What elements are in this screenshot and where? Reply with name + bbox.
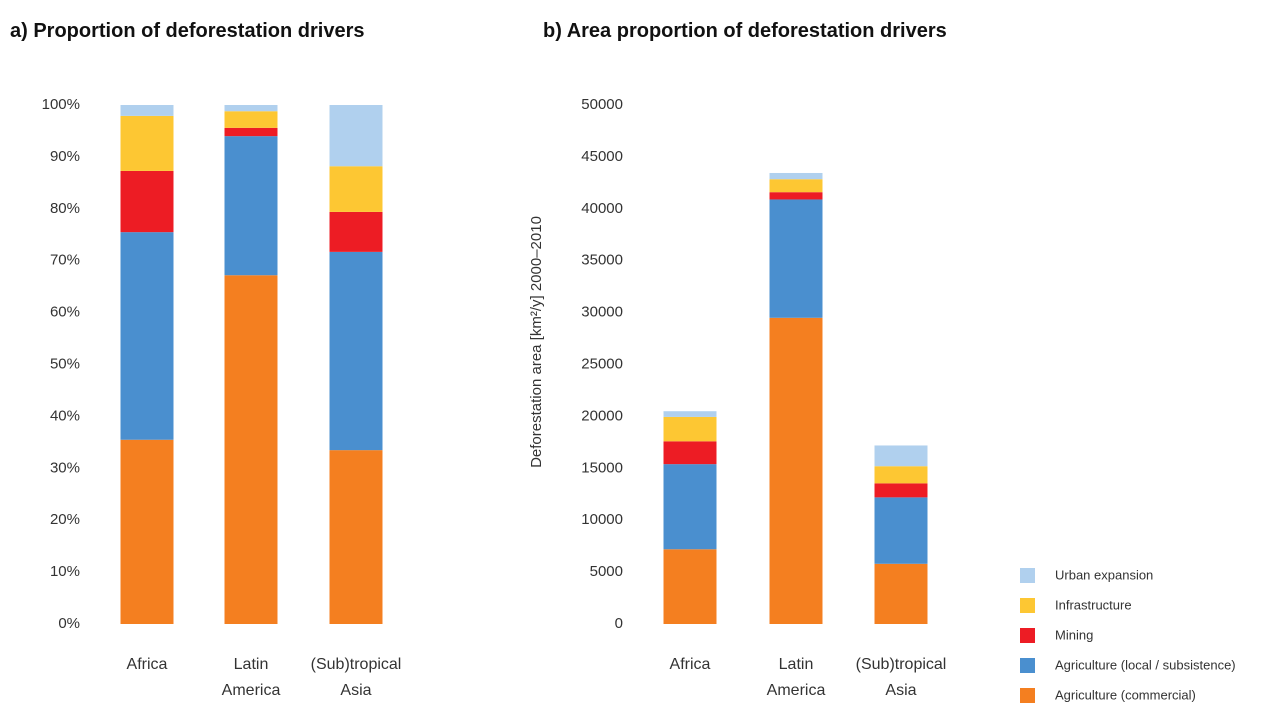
x-tick-label: Latin America [221,656,281,699]
legend-label: Infrastructure [1055,597,1132,612]
y-tick-label: 80% [50,200,80,217]
bar-segment [120,439,174,624]
y-tick-label: 5000 [590,563,623,580]
x-tick-label: Africa [126,656,168,673]
y-tick-label: 40% [50,407,80,424]
legend-label: Agriculture (local / subsistence) [1055,657,1236,672]
bar-segment [874,497,928,564]
y-tick-label: 20% [50,511,80,528]
y-axis-label: Deforestation area [km²/y] 2000–2010 [528,216,545,468]
y-tick-label: 90% [50,148,80,165]
legend-label: Agriculture (commercial) [1055,687,1196,702]
bar-segment [329,450,383,624]
legend-swatch [1020,568,1035,583]
bar-segment [874,563,928,624]
bar-segment [329,211,383,252]
bar-segment [874,466,928,484]
bar-segment [120,105,174,116]
y-tick-label: 20000 [581,407,623,424]
y-tick-label: 30000 [581,304,623,321]
bar-segment [224,275,278,624]
bar-segment [329,166,383,212]
y-tick-label: 15000 [581,459,623,476]
bar-segment [769,179,823,193]
y-tick-label: 10000 [581,511,623,528]
bar-segment [769,317,823,624]
y-tick-label: 70% [50,252,80,269]
y-tick-label: 0% [58,615,80,632]
x-tick-label: Latin America [766,656,826,699]
bar-segment [663,464,717,550]
legend-swatch [1020,598,1035,613]
bar-segment [769,199,823,318]
y-tick-label: 30% [50,459,80,476]
y-tick-label: 35000 [581,252,623,269]
bar-segment [120,115,174,171]
y-tick-label: 100% [42,96,80,113]
y-tick-label: 60% [50,304,80,321]
legend-swatch [1020,628,1035,643]
legend-swatch [1020,688,1035,703]
y-tick-label: 50% [50,355,80,372]
bar-segment [224,111,278,128]
legend-swatch [1020,658,1035,673]
y-tick-label: 0 [615,615,623,632]
bar-segment [663,549,717,624]
x-tick-label: Africa [669,656,711,673]
bar-segment [120,232,174,440]
y-tick-label: 40000 [581,200,623,217]
y-tick-label: 50000 [581,96,623,113]
bar-segment [329,105,383,167]
bar-segment [769,172,823,180]
bar-segment [224,105,278,112]
bar-segment [224,127,278,137]
bar-segment [663,416,717,442]
legend-label: Urban expansion [1055,567,1153,582]
y-tick-label: 25000 [581,355,623,372]
bar-segment [663,441,717,465]
bar-segment [663,411,717,417]
chart-title: a) Proportion of deforestation drivers [10,20,364,42]
x-tick-label: (Sub)tropical Asia [310,656,402,699]
y-tick-label: 10% [50,563,80,580]
bar-segment [329,251,383,451]
bar-segment [874,483,928,498]
legend-label: Mining [1055,627,1093,642]
y-tick-label: 45000 [581,148,623,165]
bar-segment [224,136,278,276]
bar-segment [874,445,928,467]
chart-title: b) Area proportion of deforestation driv… [543,20,947,42]
bar-segment [769,192,823,200]
bar-segment [120,170,174,233]
x-tick-label: (Sub)tropical Asia [855,656,947,699]
